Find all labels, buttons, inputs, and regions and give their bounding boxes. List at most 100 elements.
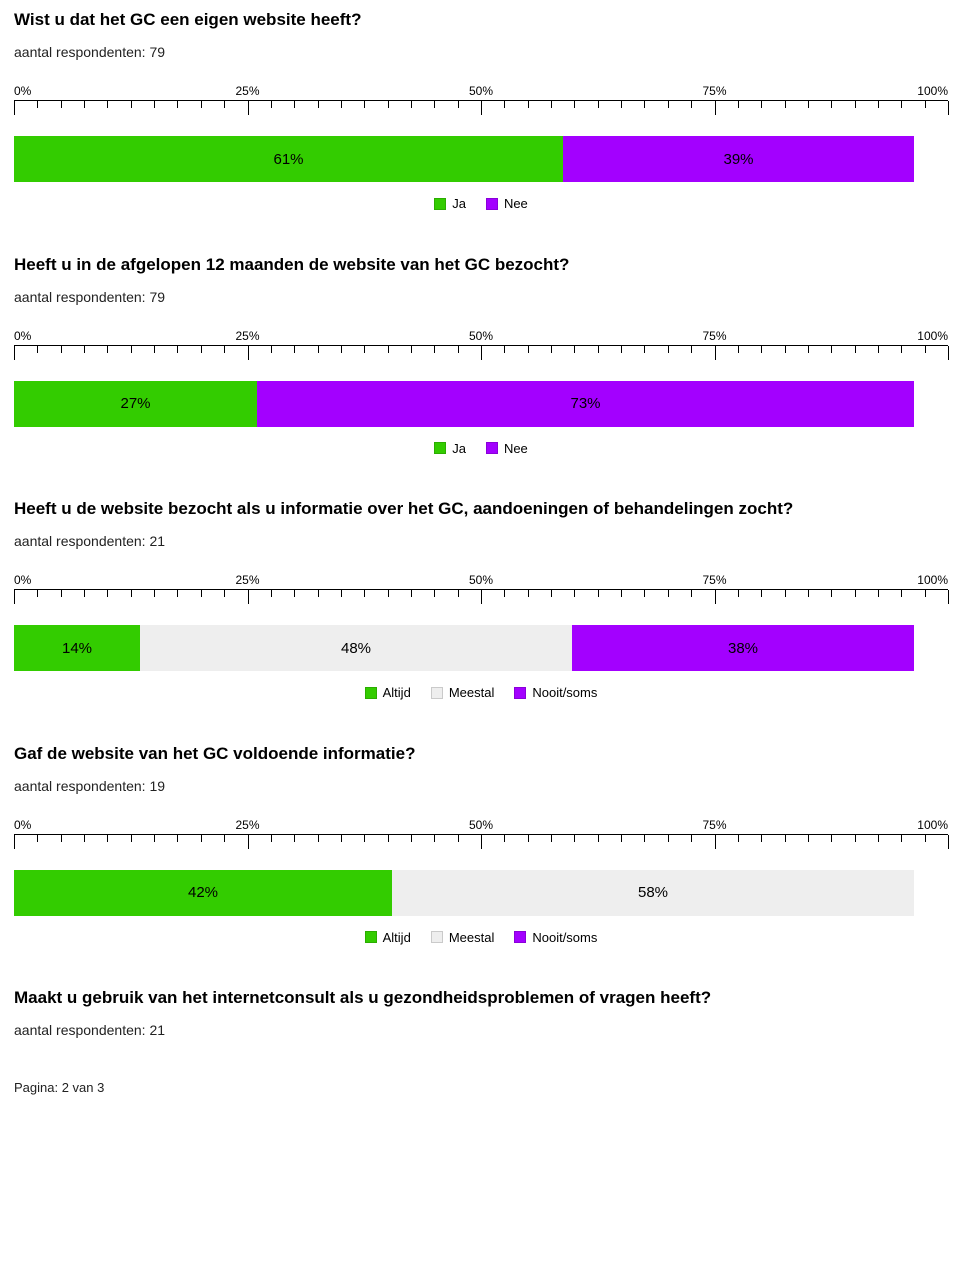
- ruler-label: 75%: [702, 329, 726, 343]
- legend-label: Ja: [452, 441, 466, 456]
- ruler-tick-minor: [925, 835, 926, 842]
- ruler-tick-minor: [574, 590, 575, 597]
- ruler-tick-minor: [154, 101, 155, 108]
- ruler-label: 25%: [235, 818, 259, 832]
- percent-ruler: 0%25%50%75%100%: [14, 329, 948, 369]
- ruler-tick-minor: [668, 835, 669, 842]
- ruler-tick-minor: [785, 346, 786, 353]
- bar-segment: 48%: [140, 625, 572, 671]
- ruler-tick-minor: [458, 101, 459, 108]
- ruler-tick-minor: [341, 346, 342, 353]
- legend-swatch: [514, 931, 526, 943]
- ruler-tick-minor: [154, 346, 155, 353]
- ruler-label: 25%: [235, 84, 259, 98]
- ruler-tick-minor: [855, 590, 856, 597]
- ruler-tick-minor: [318, 835, 319, 842]
- ruler-tick-minor: [831, 101, 832, 108]
- ruler-label: 100%: [917, 573, 948, 587]
- ruler-tick-minor: [388, 835, 389, 842]
- ruler-tick-minor: [878, 835, 879, 842]
- ruler-tick-minor: [574, 346, 575, 353]
- ruler-tick-minor: [388, 101, 389, 108]
- ruler-tick-major: [14, 590, 15, 604]
- chart-legend: AltijdMeestalNooit/soms: [14, 930, 948, 947]
- bar-segment: 58%: [392, 870, 914, 916]
- ruler-tick-minor: [785, 590, 786, 597]
- ruler-tick-minor: [691, 835, 692, 842]
- ruler-tick-minor: [761, 346, 762, 353]
- ruler-tick-major: [14, 101, 15, 115]
- question-title: Heeft u de website bezocht als u informa…: [14, 499, 952, 519]
- ruler-tick-minor: [37, 590, 38, 597]
- ruler-tick-minor: [808, 101, 809, 108]
- ruler-tick-major: [248, 590, 249, 604]
- ruler-tick-minor: [61, 101, 62, 108]
- ruler-tick-minor: [925, 346, 926, 353]
- ruler-tick-minor: [551, 101, 552, 108]
- ruler-tick-minor: [551, 835, 552, 842]
- ruler-tick-minor: [107, 101, 108, 108]
- ruler-tick-minor: [551, 346, 552, 353]
- legend-label: Ja: [452, 196, 466, 211]
- ruler-tick-minor: [224, 101, 225, 108]
- question-title: Maakt u gebruik van het internetconsult …: [14, 988, 952, 1008]
- legend-swatch: [365, 687, 377, 699]
- question-block: Heeft u de website bezocht als u informa…: [14, 499, 952, 702]
- ruler-tick-minor: [131, 835, 132, 842]
- ruler-label: 75%: [702, 818, 726, 832]
- ruler-tick-major: [948, 346, 949, 360]
- ruler-tick-minor: [201, 101, 202, 108]
- ruler-tick-minor: [271, 590, 272, 597]
- ruler-tick-minor: [738, 346, 739, 353]
- ruler-tick-minor: [131, 590, 132, 597]
- bar-segment: 73%: [257, 381, 914, 427]
- ruler-labels: 0%25%50%75%100%: [14, 818, 948, 834]
- ruler-tick-minor: [855, 346, 856, 353]
- ruler-tick-minor: [411, 346, 412, 353]
- ruler-label: 100%: [917, 329, 948, 343]
- ruler-tick-minor: [458, 590, 459, 597]
- legend-swatch: [486, 198, 498, 210]
- ruler-tick-minor: [131, 101, 132, 108]
- stacked-bar: 61%39%: [14, 136, 914, 182]
- question-block: Wist u dat het GC een eigen website heef…: [14, 10, 952, 213]
- ruler-tick-minor: [37, 835, 38, 842]
- ruler-tick-minor: [528, 590, 529, 597]
- percent-ruler: 0%25%50%75%100%: [14, 573, 948, 613]
- ruler-tick-minor: [294, 101, 295, 108]
- legend-label: Nee: [504, 441, 528, 456]
- legend-item: Nooit/soms: [514, 930, 597, 945]
- ruler-tick-major: [248, 835, 249, 849]
- legend-item: Ja: [434, 441, 466, 456]
- legend-item: Altijd: [365, 930, 411, 945]
- legend-swatch: [434, 442, 446, 454]
- ruler-tick-minor: [84, 590, 85, 597]
- ruler-tick-minor: [224, 835, 225, 842]
- question-title: Wist u dat het GC een eigen website heef…: [14, 10, 952, 30]
- respondent-count: aantal respondenten: 79: [14, 44, 952, 60]
- ruler-tick-minor: [598, 590, 599, 597]
- ruler-tick-minor: [831, 346, 832, 353]
- ruler-tick-minor: [574, 835, 575, 842]
- ruler-tick-minor: [364, 835, 365, 842]
- ruler-tick-minor: [201, 590, 202, 597]
- ruler-tick-minor: [808, 590, 809, 597]
- ruler-tick-minor: [878, 346, 879, 353]
- ruler-tick-minor: [925, 590, 926, 597]
- ruler-tick-minor: [644, 346, 645, 353]
- ruler-tick-minor: [621, 101, 622, 108]
- ruler-tick-minor: [107, 590, 108, 597]
- ruler-tick-major: [948, 101, 949, 115]
- ruler-tick-minor: [761, 590, 762, 597]
- ruler-tick-minor: [37, 101, 38, 108]
- ruler-tick-minor: [878, 101, 879, 108]
- ruler-tick-major: [14, 346, 15, 360]
- ruler-tick-minor: [411, 590, 412, 597]
- ruler-tick-minor: [84, 101, 85, 108]
- ruler-labels: 0%25%50%75%100%: [14, 573, 948, 589]
- legend-item: Nee: [486, 441, 528, 456]
- legend-label: Meestal: [449, 685, 495, 700]
- ruler-tick-minor: [528, 346, 529, 353]
- ruler-ticks: [14, 834, 948, 855]
- ruler-label: 75%: [702, 84, 726, 98]
